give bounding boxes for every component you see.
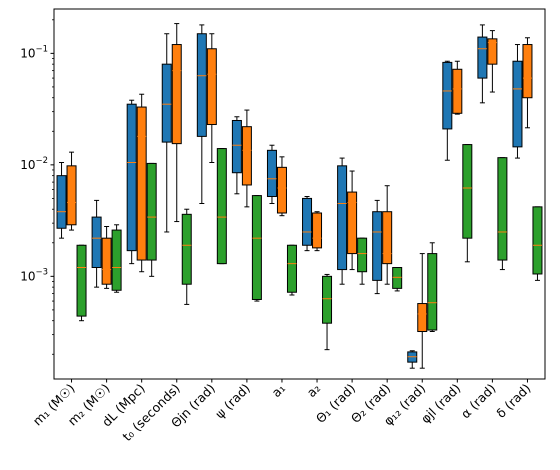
box-1-11 bbox=[407, 350, 418, 369]
box-body bbox=[512, 60, 523, 148]
box-body bbox=[427, 253, 438, 331]
box-body bbox=[442, 61, 453, 130]
box-2-14 bbox=[522, 37, 533, 129]
box-body bbox=[266, 149, 277, 198]
box-3-10 bbox=[392, 267, 403, 292]
box-2-2 bbox=[101, 225, 112, 289]
y-axis: 10−3 10−2 10−1 bbox=[20, 19, 54, 355]
box-1-2 bbox=[91, 199, 102, 288]
box-body bbox=[231, 119, 242, 174]
y-tick-label: 10−2 bbox=[20, 156, 48, 172]
box-body bbox=[66, 165, 77, 226]
box-body bbox=[91, 216, 102, 269]
box-body bbox=[196, 33, 207, 137]
box-3-13 bbox=[497, 157, 508, 271]
box-body bbox=[286, 244, 297, 293]
box-2-1 bbox=[66, 151, 77, 231]
box-3-7 bbox=[286, 244, 297, 296]
box-body bbox=[146, 162, 157, 261]
box-body bbox=[161, 63, 172, 143]
box-body bbox=[136, 106, 147, 261]
box-body bbox=[276, 166, 287, 214]
box-body bbox=[111, 229, 122, 291]
box-3-3 bbox=[146, 162, 157, 277]
x-tick-label: a₁ bbox=[269, 381, 289, 401]
box-1-6 bbox=[231, 116, 242, 195]
box-body bbox=[322, 275, 333, 324]
box-3-6 bbox=[251, 195, 262, 302]
box-body bbox=[171, 44, 182, 145]
box-series-layer bbox=[56, 23, 543, 369]
box-body bbox=[302, 197, 313, 246]
box-3-12 bbox=[462, 144, 473, 263]
box-body bbox=[487, 38, 498, 65]
x-tick-label: ψ (rad) bbox=[212, 381, 253, 422]
box-3-14 bbox=[532, 206, 543, 281]
box-1-10 bbox=[372, 199, 383, 295]
box-body bbox=[497, 157, 508, 261]
box-body bbox=[477, 36, 488, 79]
box-body bbox=[392, 267, 403, 289]
box-3-2 bbox=[111, 224, 122, 293]
box-body bbox=[347, 191, 358, 255]
box-body bbox=[126, 103, 137, 252]
box-3-8 bbox=[322, 273, 333, 351]
box-3-4 bbox=[181, 208, 192, 305]
x-tick-label: a₂ bbox=[304, 381, 324, 401]
box-1-9 bbox=[337, 157, 348, 285]
box-body bbox=[382, 211, 393, 265]
box-1-1 bbox=[56, 161, 67, 239]
box-body bbox=[532, 206, 543, 275]
box-2-7 bbox=[276, 156, 287, 217]
box-body bbox=[101, 237, 112, 285]
box-3-11 bbox=[427, 242, 438, 333]
box-3-1 bbox=[76, 244, 87, 322]
box-2-5 bbox=[206, 33, 217, 163]
box-2-10 bbox=[382, 185, 393, 285]
x-axis: m₁ (M☉)m₂ (M☉)dL (Mpc)t₀ (seconds)Θjn (r… bbox=[30, 379, 534, 444]
box-2-8 bbox=[312, 211, 323, 252]
box-body bbox=[452, 68, 463, 114]
box-body bbox=[312, 212, 323, 249]
box-1-3 bbox=[126, 99, 137, 265]
x-tick-label: α (rad) bbox=[458, 381, 499, 422]
box-body bbox=[181, 213, 192, 285]
box-3-9 bbox=[357, 237, 368, 285]
box-2-11 bbox=[417, 253, 428, 369]
box-body bbox=[241, 126, 252, 186]
box-3-5 bbox=[216, 148, 227, 265]
box-body bbox=[251, 195, 262, 300]
plot-frame bbox=[53, 8, 546, 380]
y-tick-label: 10−1 bbox=[20, 44, 48, 60]
box-body bbox=[206, 48, 217, 126]
box-2-4 bbox=[171, 23, 182, 223]
box-1-5 bbox=[196, 24, 207, 205]
box-body bbox=[357, 237, 368, 273]
y-tick-label: 10−3 bbox=[20, 267, 48, 283]
box-2-12 bbox=[452, 60, 463, 115]
box-body bbox=[522, 44, 533, 99]
box-body bbox=[76, 244, 87, 317]
box-1-4 bbox=[161, 33, 172, 233]
box-2-13 bbox=[487, 30, 498, 93]
box-1-8 bbox=[302, 196, 313, 252]
box-1-12 bbox=[442, 60, 453, 161]
box-1-14 bbox=[512, 44, 523, 159]
x-tick-label: δ (rad) bbox=[493, 381, 533, 421]
box-body bbox=[337, 165, 348, 271]
box-2-6 bbox=[241, 109, 252, 208]
box-body bbox=[216, 148, 227, 265]
box-1-13 bbox=[477, 24, 488, 104]
box-body bbox=[56, 175, 67, 229]
box-2-3 bbox=[136, 93, 147, 273]
box-body bbox=[417, 303, 428, 333]
box-1-7 bbox=[266, 144, 277, 205]
box-2-9 bbox=[347, 170, 358, 271]
box-body bbox=[462, 144, 473, 239]
plot-area bbox=[53, 8, 546, 380]
box-body bbox=[372, 211, 383, 281]
